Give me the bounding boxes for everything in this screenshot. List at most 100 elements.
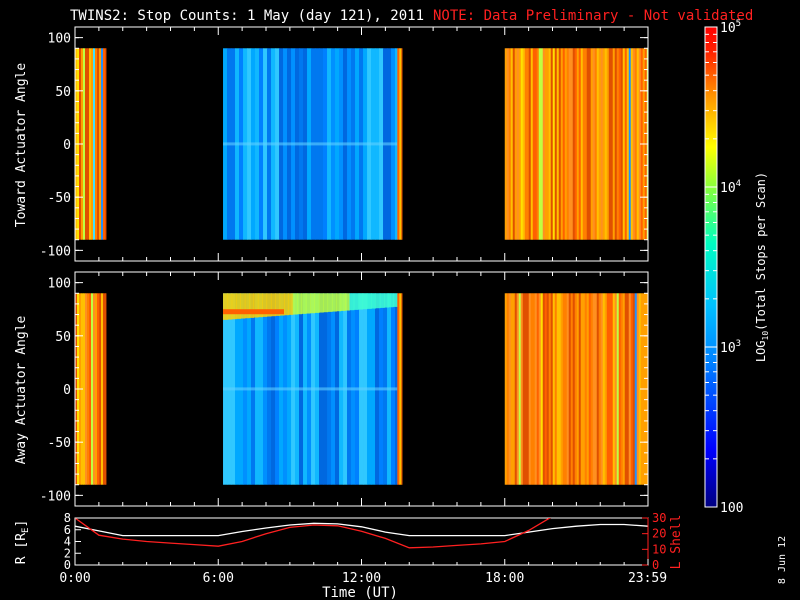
heatmap-column [564, 293, 568, 485]
heatmap-column [520, 48, 524, 240]
heatmap-column [534, 48, 538, 240]
enhanced-band-cell [388, 293, 394, 308]
heatmap-column [562, 293, 566, 485]
heatmap-column [578, 48, 582, 240]
away-angle-panel: 100 50 0 -50 -100 [40, 271, 649, 507]
heatmap-column [602, 293, 606, 485]
heatmap-column [93, 293, 96, 485]
heatmap-column [574, 293, 578, 485]
heatmap-column [399, 293, 402, 485]
colorbar-gradient [704, 26, 718, 508]
ytick-label: 50 [55, 85, 71, 100]
heatmap-column [624, 48, 628, 240]
heatmap-column [101, 293, 104, 485]
heatmap-column [586, 293, 590, 485]
enhanced-band-cell [349, 293, 355, 311]
chart-title: TWINS2: Stop Counts: 1 May (day 121), 20… [70, 8, 424, 24]
enhanced-band-cell [249, 293, 255, 318]
heatmap-column [524, 48, 528, 240]
heatmap-column [554, 293, 558, 485]
heatmap-column [618, 293, 622, 485]
enhanced-band-cell [262, 293, 268, 317]
enhanced-band-cell [284, 293, 289, 316]
heatmap-column [622, 48, 626, 240]
away-angle-ylabel: Away Actuator Angle [14, 315, 29, 464]
heatmap-column [516, 293, 520, 485]
heatmap-column [596, 48, 600, 240]
enhanced-band-cell [353, 293, 359, 310]
xtick-label: 6:00 [203, 571, 234, 586]
l-shell-tick-label: 20 [652, 527, 666, 541]
heatmap-column [566, 293, 570, 485]
enhanced-band-cell [257, 293, 263, 318]
xtick-label: 23:59 [628, 571, 667, 586]
colorbar-tick-label: 103 [720, 339, 741, 356]
heatmap-column [588, 48, 592, 240]
heatmap-column [628, 48, 632, 240]
enhanced-band-cell [236, 293, 241, 319]
heatmap-column [540, 293, 544, 485]
l-shell-tick-label: 0 [652, 558, 659, 572]
heatmap-column [614, 48, 618, 240]
heatmap-column [616, 293, 620, 485]
enhanced-band-cell [288, 293, 294, 315]
heatmap-column [89, 293, 92, 485]
data-segment-high [397, 293, 403, 485]
heatmap-column [552, 48, 556, 240]
enhanced-band-cell [331, 293, 337, 312]
toward-angle-ylabel: Toward Actuator Angle [14, 63, 29, 228]
heatmap-column [546, 293, 550, 485]
heatmap-column [634, 293, 638, 485]
heatmap-column [632, 293, 636, 485]
zero-angle-band [223, 142, 398, 146]
heatmap-column [624, 293, 628, 485]
enhanced-band-cell [392, 293, 398, 307]
enhanced-band-cell [358, 293, 363, 310]
heatmap-column [514, 48, 518, 240]
heatmap-column [592, 293, 596, 485]
enhanced-band-cell [327, 293, 333, 312]
heatmap-column [89, 48, 92, 240]
heatmap-column [594, 293, 598, 485]
heatmap-column [397, 48, 400, 240]
heatmap-column [508, 293, 512, 485]
heatmap-column [504, 293, 508, 485]
heatmap-column [85, 48, 88, 240]
heatmap-column [580, 48, 584, 240]
heatmap-column [630, 293, 634, 485]
heatmap-column [598, 293, 602, 485]
enhanced-band-cell [314, 293, 320, 313]
heatmap-column [590, 48, 594, 240]
ytick-label: 50 [55, 330, 71, 345]
heatmap-column [604, 293, 608, 485]
heatmap-column [101, 48, 104, 240]
heatmap-column [538, 293, 542, 485]
heatmap-column [606, 293, 610, 485]
enhanced-band-cell [227, 293, 233, 320]
enhanced-band-core [223, 309, 285, 315]
colorbar: 105 104 103 100 LOG10(Total Stops per Scan) [704, 19, 770, 516]
xtick-label: 12:00 [342, 571, 381, 586]
data-segment-high [504, 293, 649, 485]
xtick-label: 18:00 [485, 571, 524, 586]
heatmap-column [522, 48, 526, 240]
heatmap-column [598, 48, 602, 240]
heatmap-column [556, 48, 560, 240]
heatmap-column [566, 48, 570, 240]
heatmap-column [600, 293, 604, 485]
ytick-label: 0 [63, 138, 71, 153]
heatmap-column [540, 48, 544, 240]
colorbar-tick-label: 100 [720, 501, 743, 516]
enhanced-band-cell [279, 293, 285, 316]
heatmap-column [87, 48, 90, 240]
heatmap-column [564, 48, 568, 240]
heatmap-column [526, 293, 530, 485]
heatmap-column [630, 48, 634, 240]
heatmap-column [91, 293, 94, 485]
ytick-label: 100 [48, 277, 71, 292]
r-tick-label: 0 [64, 558, 71, 572]
heatmap-column [85, 293, 88, 485]
heatmap-column [558, 48, 562, 240]
heatmap-column [628, 293, 632, 485]
